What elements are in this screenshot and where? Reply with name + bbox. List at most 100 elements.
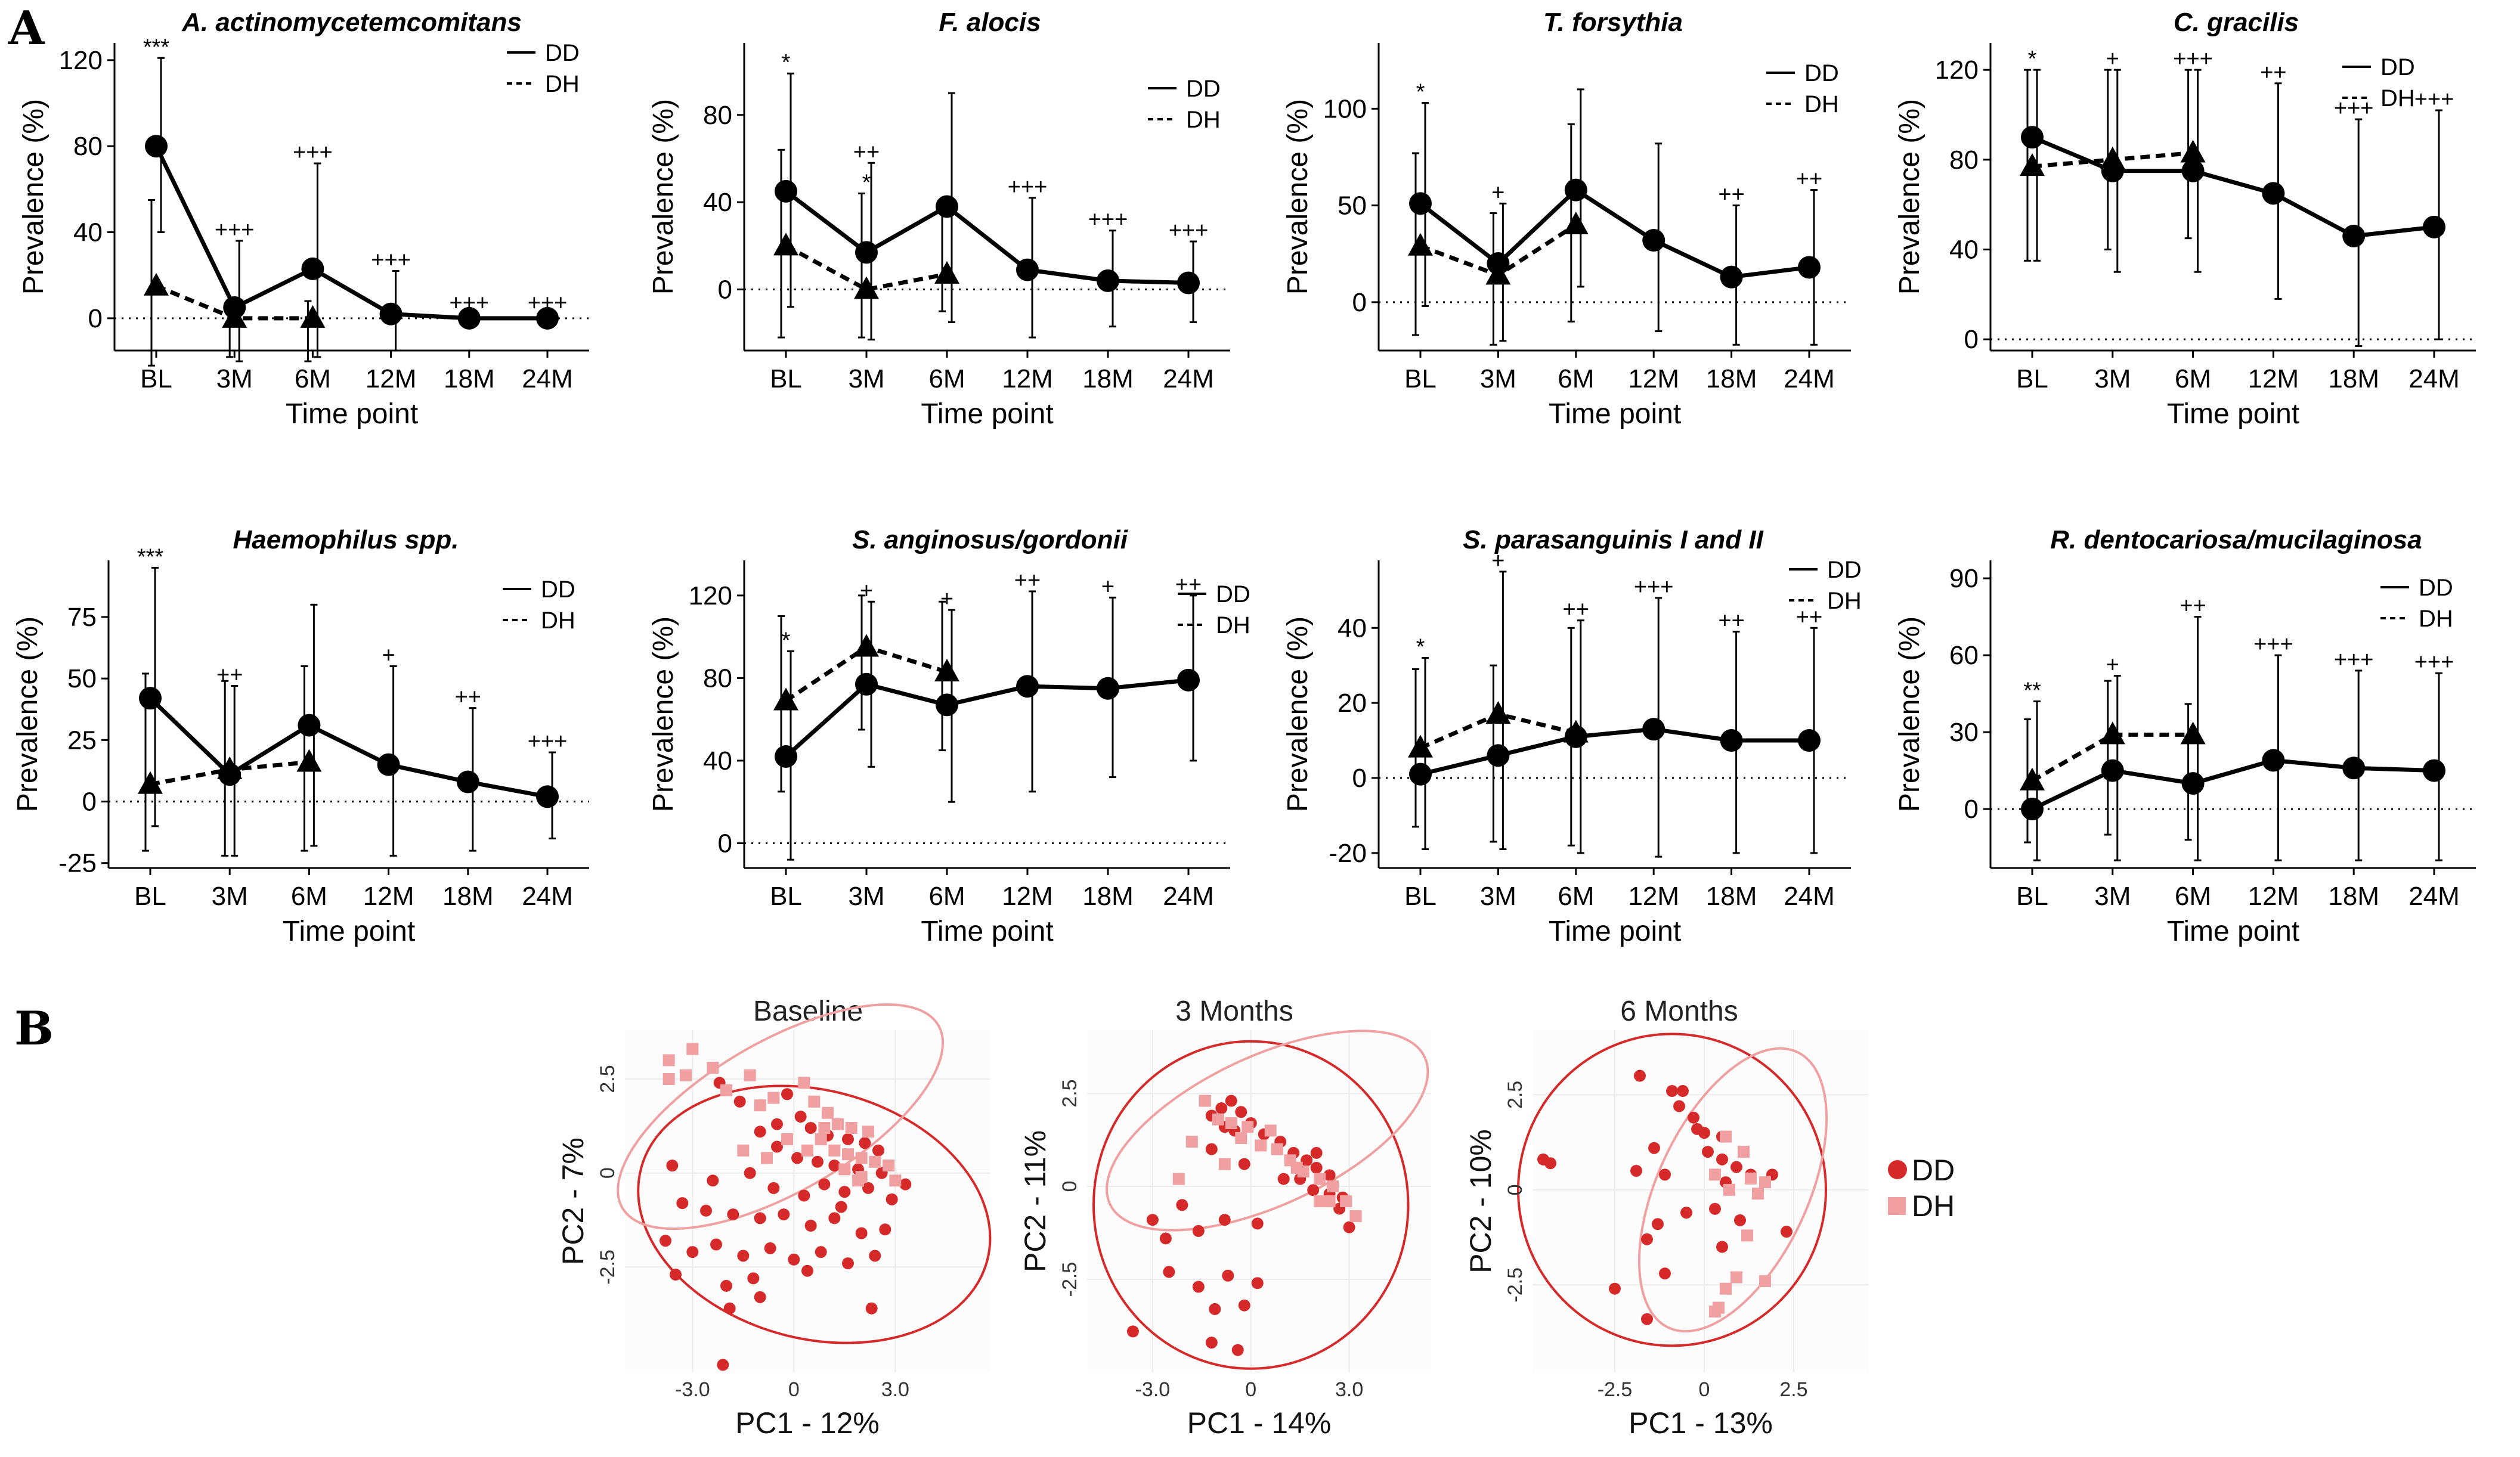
significance-label: ++	[216, 663, 243, 688]
point-dd	[727, 1208, 739, 1221]
x-tick-label: 12M	[1628, 364, 1679, 393]
significance-label: *	[862, 170, 871, 196]
point-dh	[662, 1054, 675, 1067]
marker-dh-triangle	[2180, 140, 2206, 163]
point-dd	[1192, 1281, 1205, 1293]
point-dd	[744, 1167, 756, 1179]
point-dd	[1176, 1199, 1188, 1211]
legend-dd-label: DD	[1216, 581, 1250, 607]
marker-dd-circle	[1720, 729, 1743, 752]
point-dh	[1759, 1275, 1771, 1287]
point-dd	[1630, 1164, 1642, 1177]
y-tick-label: 100	[1323, 94, 1367, 123]
x-tick-label: 6M	[291, 882, 327, 911]
marker-dd-circle	[1409, 762, 1432, 786]
significance-label: +++	[2414, 650, 2454, 675]
significance-label: +++	[2253, 632, 2293, 657]
x-tick-label: 24M	[1784, 882, 1835, 911]
x-tick-label: BL	[2016, 364, 2048, 393]
legend-dh-label: DH	[2380, 85, 2415, 111]
marker-dh-triangle	[1485, 262, 1511, 285]
x-tick-label: 18M	[1706, 364, 1757, 393]
y-axis-label: PC2 - 10%	[1464, 1129, 1497, 1273]
legend-dd-label: DD	[2419, 575, 2453, 601]
marker-dd-circle	[456, 770, 479, 793]
point-dd	[1781, 1226, 1793, 1238]
significance-label: +++	[1169, 218, 1209, 243]
x-tick-label: 12M	[1002, 364, 1053, 393]
significance-label: *	[2028, 46, 2037, 72]
significance-label: +	[940, 587, 953, 612]
x-axis-label: Time point	[2167, 916, 2299, 947]
confidence-ellipse-dd	[1517, 1033, 1827, 1347]
marker-dd-circle	[775, 745, 797, 768]
x-tick-label: -3.0	[1135, 1378, 1171, 1401]
y-tick-label: 80	[703, 101, 732, 130]
point-dh	[1730, 1271, 1742, 1284]
x-tick-label: 3.0	[1335, 1378, 1363, 1401]
x-tick-label: 18M	[442, 882, 494, 911]
legend-dd-label: DD	[2380, 54, 2415, 80]
point-dh	[737, 1144, 750, 1157]
x-tick-label: 6M	[295, 364, 331, 393]
legend-dd-label: DD	[541, 576, 575, 603]
x-tick-label: 24M	[1784, 364, 1835, 393]
y-tick-label: 0	[1964, 325, 1979, 354]
x-tick-label: 12M	[1628, 882, 1679, 911]
y-tick-label: 80	[1949, 145, 1979, 175]
y-tick-label: 80	[73, 132, 103, 161]
point-dh	[1314, 1173, 1326, 1185]
y-axis-label: PC2 - 11%	[1018, 1130, 1052, 1272]
point-dh	[1323, 1195, 1336, 1207]
y-tick-label: 80	[703, 664, 732, 693]
marker-dd-circle	[1720, 265, 1743, 289]
significance-label: **	[2023, 678, 2041, 703]
marker-dd-circle	[2021, 798, 2044, 821]
x-tick-label: 24M	[522, 882, 573, 911]
x-tick-label: 3M	[1480, 364, 1516, 393]
point-dd	[1205, 1143, 1218, 1155]
marker-dd-circle	[936, 195, 958, 218]
point-dd	[1652, 1218, 1664, 1230]
y-tick-label: 120	[1935, 55, 1979, 85]
x-axis-label: Time point	[283, 916, 415, 947]
panel-label-b: B	[14, 1002, 54, 1056]
marker-dh-triangle	[1563, 720, 1589, 743]
y-axis-label: Prevalence (%)	[1282, 99, 1314, 294]
point-dh	[855, 1152, 868, 1164]
y-axis-label: PC2 - 7%	[556, 1137, 590, 1265]
point-dh	[781, 1133, 793, 1145]
point-dd	[1209, 1303, 1221, 1315]
point-dh	[1709, 1305, 1721, 1318]
point-dh	[686, 1043, 699, 1055]
chart-title: S. parasanguinis I and II	[1463, 525, 1763, 554]
point-dh	[1218, 1158, 1231, 1170]
point-dd	[1225, 1095, 1237, 1107]
plot-background	[1087, 1030, 1431, 1372]
point-dh	[1185, 1136, 1198, 1148]
marker-dh-triangle	[2180, 721, 2206, 745]
point-dd	[1641, 1313, 1653, 1325]
pca-6-months: 6 Months -2.5 0 2.5 -2.5 0 2.5 PC1 - 13% PC2 - 1…	[1464, 996, 1869, 1440]
y-tick-label: 2.5	[596, 1065, 619, 1093]
x-axis-label: Time point	[1549, 916, 1681, 947]
confidence-ellipse-dd	[1092, 1040, 1410, 1370]
y-tick-label: 0	[1964, 795, 1979, 824]
pca-legend: DD DH	[1888, 1154, 1955, 1223]
point-dd	[733, 1095, 746, 1108]
x-tick-label: BL	[134, 882, 166, 911]
point-dd	[1192, 1224, 1205, 1237]
point-dh	[798, 1077, 810, 1089]
significance-label: ++	[1718, 182, 1744, 207]
point-dd	[1251, 1277, 1264, 1289]
y-axis-label: Prevalence (%)	[1282, 616, 1314, 812]
point-dh	[1255, 1139, 1267, 1152]
chart-title: Haemophilus spp.	[233, 525, 459, 554]
x-tick-label: 3M	[2094, 364, 2131, 393]
x-tick-label: 12M	[363, 882, 414, 911]
x-tick-label: 3M	[216, 364, 253, 393]
x-tick-label: 6M	[928, 882, 965, 911]
point-dh	[838, 1163, 851, 1176]
significance-label: +++	[528, 291, 568, 316]
x-tick-label: 24M	[522, 364, 573, 393]
